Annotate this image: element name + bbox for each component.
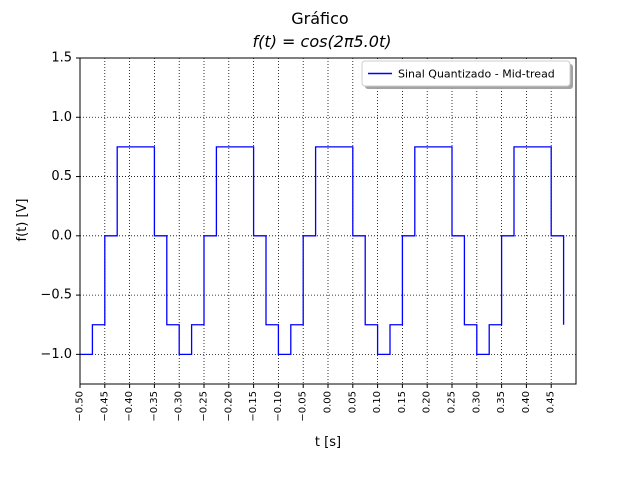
x-tick-label: 0.45 xyxy=(546,391,557,413)
x-tick-label: −0.50 xyxy=(75,391,86,422)
chart-title-block: Gráfico f(t) = cos(2π5.0t) xyxy=(253,9,392,51)
x-tick-label: −0.20 xyxy=(223,391,234,422)
series-line xyxy=(80,146,565,356)
y-tick-label: −0.5 xyxy=(40,288,72,303)
x-tick-label: 0.35 xyxy=(496,391,507,413)
x-tick-label: 0.20 xyxy=(422,391,433,413)
y-axis-ticks: −1.0 −0.5 0.0 0.5 1.0 1.5 xyxy=(40,51,80,362)
y-axis-label: f(t) [V] xyxy=(15,199,30,242)
x-tick-label: 0.30 xyxy=(471,391,482,413)
legend-box xyxy=(361,60,571,87)
x-tick-label: −0.25 xyxy=(199,391,210,422)
x-tick-label: 0.05 xyxy=(347,391,358,413)
legend: Sinal Quantizado - Mid-tread xyxy=(361,60,573,89)
x-tick-label: −0.40 xyxy=(124,391,135,422)
chart-title: Gráfico xyxy=(291,9,348,28)
y-tick-label: −1.0 xyxy=(40,347,72,362)
legend-label: Sinal Quantizado - Mid-tread xyxy=(398,68,555,81)
x-tick-label: −0.10 xyxy=(273,391,284,422)
x-tick-label: 0.10 xyxy=(372,391,383,413)
chart-subtitle: f(t) = cos(2π5.0t) xyxy=(253,32,392,51)
x-tick-label: 0.15 xyxy=(397,391,408,413)
x-axis-ticks: −0.50 −0.45 −0.40 −0.35 −0.30 −0.25 −0.20 −0.15… xyxy=(75,384,557,422)
x-tick-label: −0.05 xyxy=(298,391,309,422)
x-tick-label: −0.30 xyxy=(174,391,185,422)
series-layer xyxy=(80,146,565,356)
x-axis-label: t [s] xyxy=(315,435,341,450)
x-tick-label: 0.40 xyxy=(521,391,532,413)
x-tick-label: −0.45 xyxy=(99,391,110,422)
y-tick-label: 1.0 xyxy=(51,110,72,125)
x-tick-label: −0.35 xyxy=(149,391,160,422)
x-tick-label: −0.15 xyxy=(248,391,259,422)
x-tick-label: 0.25 xyxy=(447,391,458,413)
y-tick-label: 0.0 xyxy=(51,228,72,243)
y-tick-label: 0.5 xyxy=(51,169,72,184)
x-tick-label: 0.00 xyxy=(323,391,334,413)
y-tick-label: 1.5 xyxy=(51,51,72,66)
